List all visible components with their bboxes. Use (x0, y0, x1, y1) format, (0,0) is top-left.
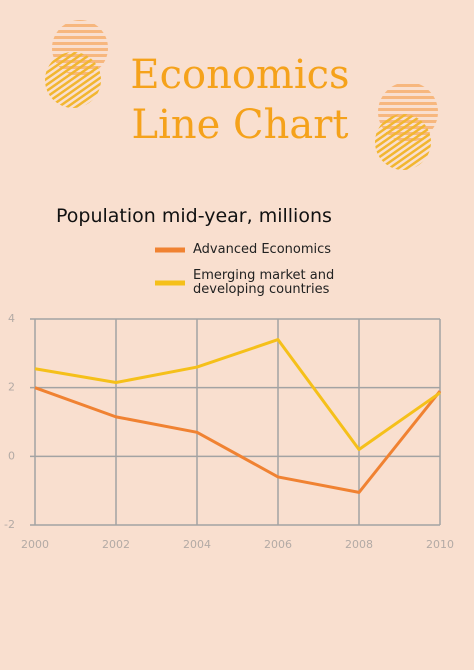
legend-label: Advanced Economics (193, 242, 332, 257)
chart-title: Economics Line Chart (130, 52, 350, 148)
x-tick-label: 2010 (426, 538, 454, 551)
y-tick-label: 4 (8, 312, 15, 325)
decor-circle (45, 52, 101, 108)
y-tick-label: 2 (8, 381, 15, 394)
decor-circle (375, 114, 431, 170)
y-tick-label: 0 (8, 449, 15, 462)
x-tick-label: 2004 (183, 538, 211, 551)
series-line (34, 338, 441, 451)
y-tick-label: -2 (4, 518, 15, 531)
x-tick-label: 2006 (264, 538, 292, 551)
x-tick-label: 2008 (345, 538, 373, 551)
x-tick-label: 2000 (21, 538, 49, 551)
legend-label: Emerging market and developing countries (193, 268, 335, 297)
series-line (34, 386, 442, 494)
x-tick-label: 2002 (102, 538, 130, 551)
chart-subtitle: Population mid-year, millions (56, 205, 332, 227)
